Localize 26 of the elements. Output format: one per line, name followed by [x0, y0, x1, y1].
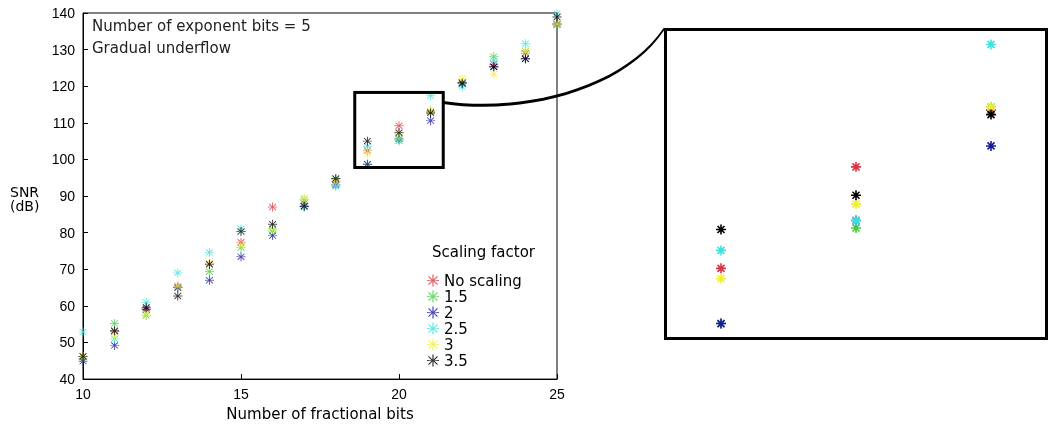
- y-tick-label: 70: [59, 261, 76, 278]
- annotation: Number of exponent bits = 5: [92, 16, 311, 35]
- y-tick-label: 140: [51, 5, 76, 21]
- legend-label: No scaling: [444, 271, 522, 290]
- legend-label: 2: [444, 303, 454, 322]
- x-axis-title: Number of fractional bits: [226, 404, 414, 423]
- y-tick-label: 100: [51, 151, 76, 168]
- x-tick-label: 20: [391, 386, 407, 403]
- y-tick-label: 130: [51, 41, 76, 58]
- y-axis-title: SNR (dB): [10, 184, 40, 214]
- y-tick-label: 110: [52, 114, 76, 131]
- y-tick-label: 90: [59, 188, 76, 205]
- x-tick-label: 10: [75, 386, 91, 403]
- legend-label: 1.5: [444, 287, 468, 306]
- y-tick-label: 40: [59, 371, 76, 388]
- y-tick-label: 60: [59, 297, 76, 314]
- legend-label: 3: [444, 335, 454, 354]
- x-tick-label: 25: [549, 386, 565, 403]
- annotation: Gradual underflow: [92, 38, 231, 57]
- legend-label: 3.5: [444, 351, 468, 370]
- y-tick-label: 120: [51, 78, 76, 95]
- legend-title: Scaling factor: [432, 242, 536, 261]
- y-tick-label: 50: [59, 334, 76, 351]
- x-tick-label: 15: [233, 386, 249, 403]
- y-tick-label: 80: [59, 224, 76, 241]
- legend-label: 2.5: [444, 319, 468, 338]
